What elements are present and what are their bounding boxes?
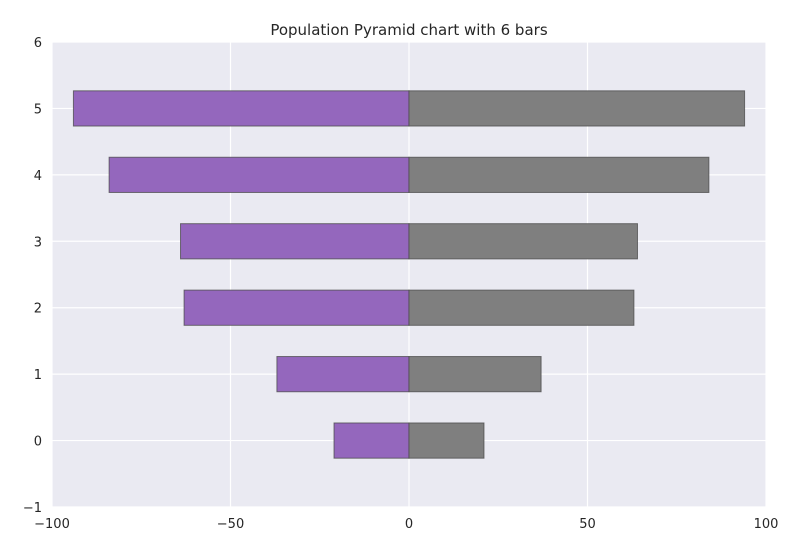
bars <box>72 90 746 459</box>
right-bar-2 <box>408 289 635 326</box>
y-axis-ticks: −1 0 1 2 3 4 5 6 <box>23 36 42 516</box>
x-axis-ticks: −100 −50 0 50 100 <box>34 517 778 532</box>
y-tick-label-1: 0 <box>34 435 42 450</box>
left-bar-1 <box>276 356 410 393</box>
x-tick-label-2: 0 <box>405 517 413 532</box>
chart-title: Population Pyramid chart with 6 bars <box>270 21 547 39</box>
right-bar-5 <box>408 90 746 127</box>
right-bar-3 <box>408 223 638 260</box>
x-tick-label-0: −100 <box>34 517 70 532</box>
y-tick-label-7: 6 <box>34 36 42 51</box>
y-tick-label-4: 3 <box>34 235 42 250</box>
y-tick-label-0: −1 <box>23 501 42 516</box>
y-tick-label-5: 4 <box>34 169 42 184</box>
left-bar-5 <box>72 90 410 127</box>
x-tick-label-1: −50 <box>217 517 244 532</box>
left-bar-3 <box>180 223 410 260</box>
x-tick-label-3: 50 <box>579 517 596 532</box>
x-tick-label-4: 100 <box>754 517 779 532</box>
left-bar-2 <box>183 289 410 326</box>
y-tick-label-3: 2 <box>34 302 42 317</box>
y-tick-label-2: 1 <box>34 368 42 383</box>
right-bar-0 <box>408 422 485 459</box>
right-bar-1 <box>408 356 542 393</box>
left-bar-4 <box>108 156 410 193</box>
right-bar-4 <box>408 156 710 193</box>
y-tick-label-6: 5 <box>34 102 42 117</box>
left-bar-0 <box>333 422 410 459</box>
